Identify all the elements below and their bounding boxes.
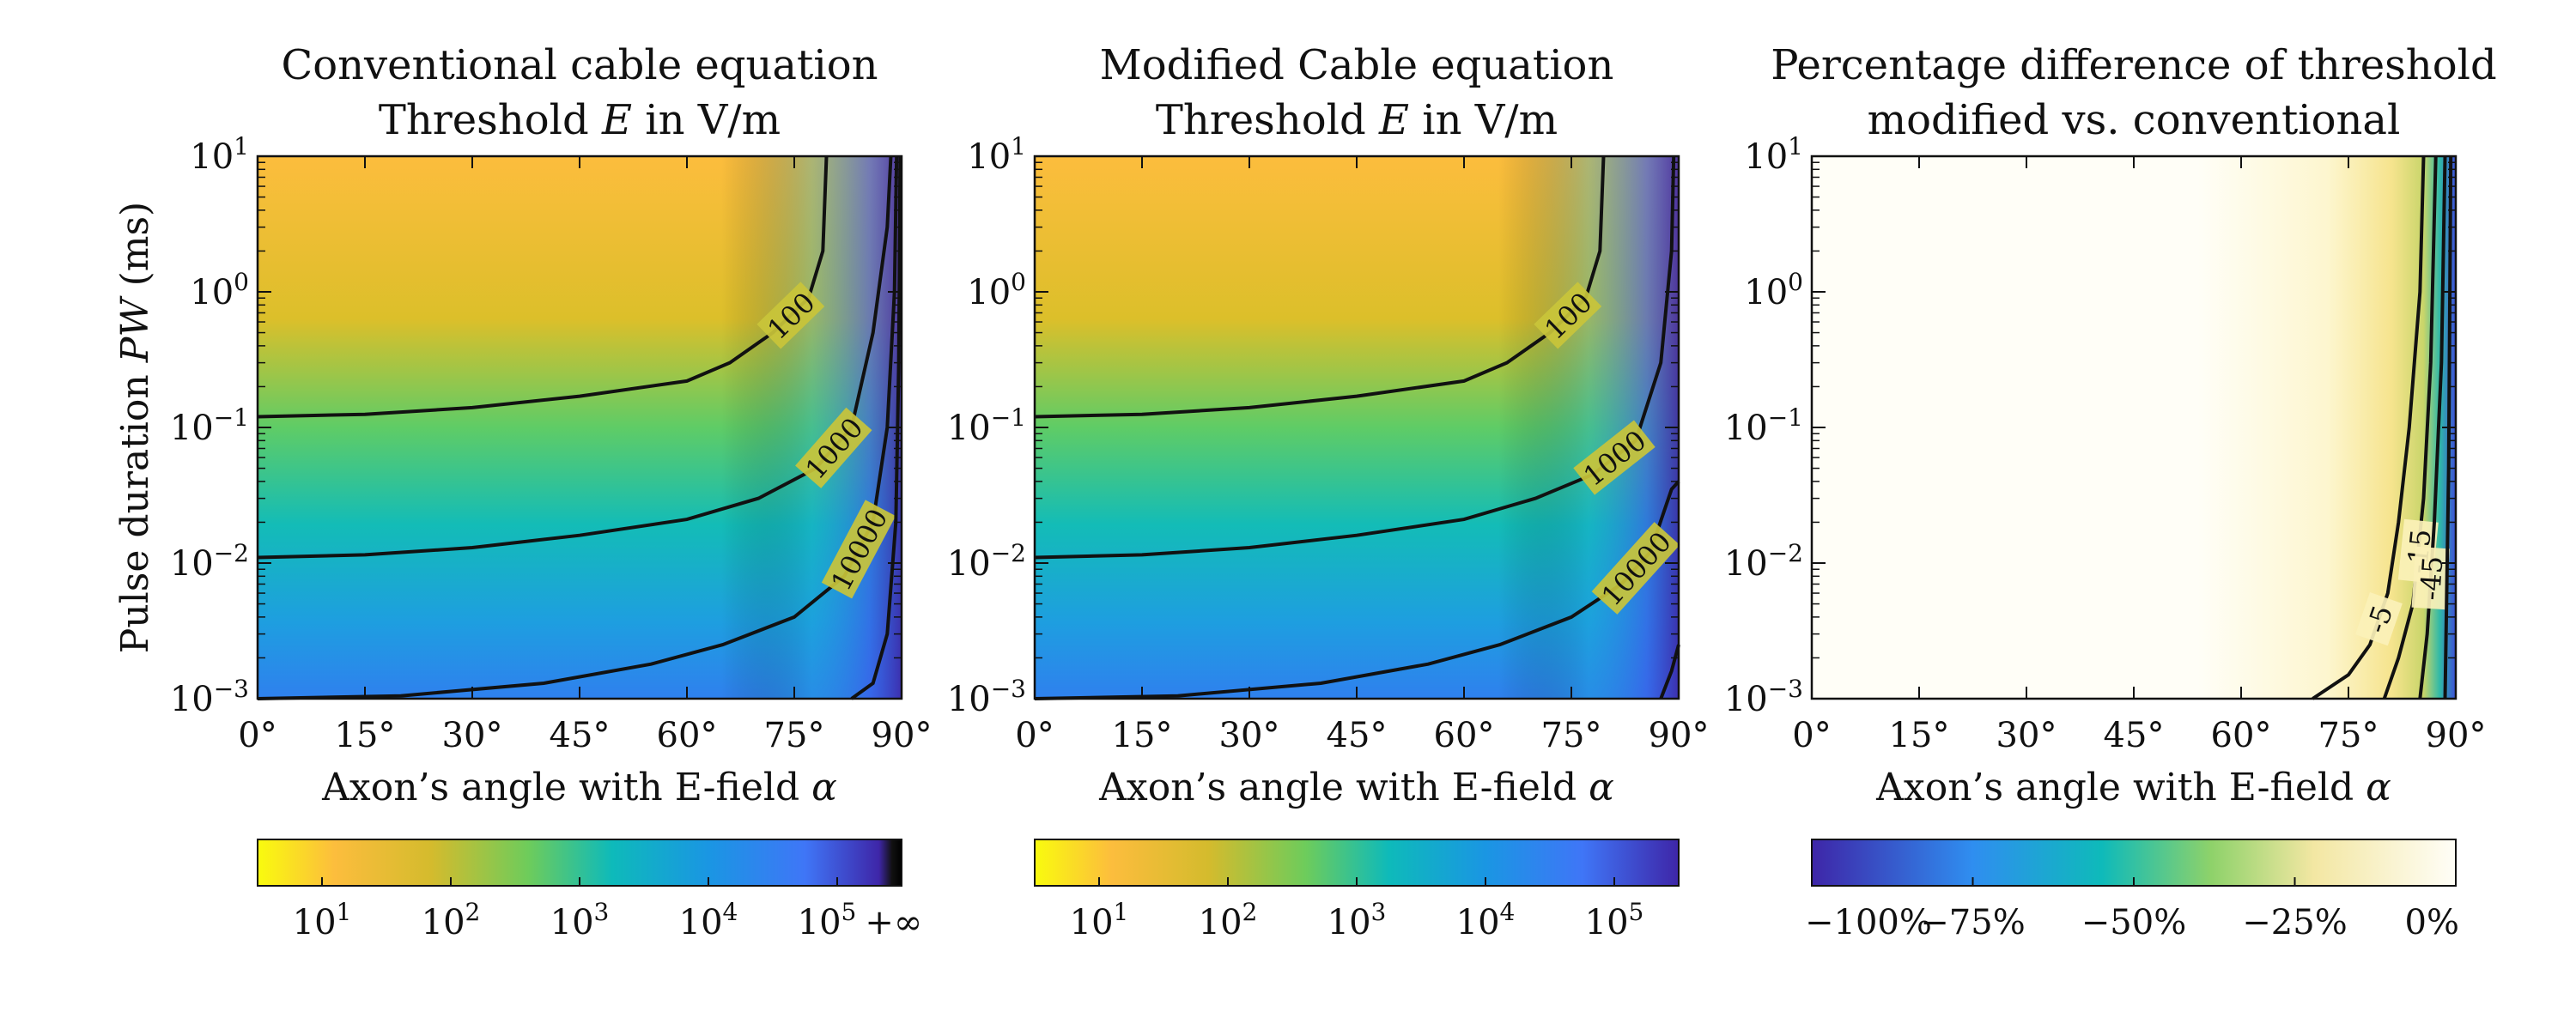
- chart-title-line-1: Conventional cable equation: [281, 41, 878, 89]
- y-tick-label: 10−1: [947, 403, 1026, 448]
- contour-line-edge: [1659, 644, 1680, 700]
- colorbar-tick-label: 101: [293, 898, 352, 942]
- contour-label-bg: [1573, 420, 1656, 495]
- colorbar-tick-label: 0%: [2405, 903, 2459, 942]
- y-tick-label: 10−1: [1724, 403, 1803, 448]
- y-tick-label: 10−3: [170, 675, 249, 719]
- colorbar-tick-label: 103: [550, 898, 610, 942]
- y-tick-label: 101: [190, 132, 249, 177]
- colorbar-tick-label: 103: [1327, 898, 1387, 942]
- y-tick-label: 10−3: [1724, 675, 1803, 719]
- x-tick-label: 30°: [442, 716, 503, 755]
- x-tick-label: 30°: [1996, 716, 2057, 755]
- y-tick-label: 10−2: [947, 539, 1026, 584]
- x-axis-label: Axon’s angle with E-field α: [1875, 766, 2391, 809]
- y-tick-label: 101: [967, 132, 1026, 177]
- contour-line-edge: [850, 155, 902, 700]
- y-axis-label: Pulse duration PW (ms): [113, 202, 157, 653]
- contour-label-bg: [821, 500, 896, 599]
- y-tick-label: 100: [1744, 268, 1803, 312]
- y-tick-label: 100: [967, 268, 1026, 312]
- x-tick-label: 90°: [872, 716, 933, 755]
- contour-line--5: [2312, 155, 2426, 700]
- contour-label: -45: [2414, 555, 2449, 602]
- colorbar-tick-label: −25%: [2242, 903, 2347, 942]
- x-tick-label: 60°: [1434, 716, 1495, 755]
- y-tick-label: 101: [1744, 132, 1803, 177]
- x-axis-label: Axon’s angle with E-field α: [321, 766, 837, 809]
- chart-title-line-1: Percentage difference of threshold: [1771, 41, 2496, 89]
- colorbar-tick-label: 102: [422, 898, 481, 942]
- contour-line-1000: [257, 155, 893, 560]
- x-tick-label: 15°: [1889, 716, 1950, 755]
- heatmap-field-overlay: [258, 156, 902, 699]
- colorbar-tick-label: 104: [1456, 898, 1516, 942]
- x-tick-label: 45°: [550, 716, 611, 755]
- x-tick-label: 60°: [2211, 716, 2272, 755]
- x-tick-label: 75°: [764, 716, 825, 755]
- x-tick-label: 75°: [2318, 716, 2379, 755]
- x-tick-label: 90°: [1649, 716, 1710, 755]
- colorbar-tick-label: 105: [798, 898, 857, 942]
- colorbar-tick-label: −100%: [1805, 903, 1932, 942]
- contour-line--45: [2418, 155, 2447, 700]
- chart-title-line-1: Modified Cable equation: [1100, 41, 1614, 89]
- contour-label-group: -45: [2411, 546, 2451, 610]
- colorbar-tick-label: +∞: [865, 903, 922, 942]
- chart-title-line-2: Threshold E in V/m: [379, 96, 781, 144]
- contour-label-bg: [1591, 522, 1680, 615]
- colorbar-tick-label: 105: [1585, 898, 1644, 942]
- colorbar-tick-label: 102: [1199, 898, 1258, 942]
- x-axis-label: Axon’s angle with E-field α: [1098, 766, 1614, 809]
- heatmap-field: [1812, 156, 2456, 699]
- x-tick-label: 15°: [1112, 716, 1173, 755]
- contour-line-1000: [1034, 155, 1676, 560]
- heatmap-field-overlay: [1035, 156, 1679, 699]
- x-tick-label: 15°: [335, 716, 396, 755]
- colorbar-tick-label: −50%: [2081, 903, 2186, 942]
- contour-line-100: [1034, 155, 1606, 419]
- chart-title-line-2: Threshold E in V/m: [1156, 96, 1558, 144]
- y-tick-label: 10−3: [947, 675, 1026, 719]
- x-tick-label: 45°: [2104, 716, 2165, 755]
- contour-label-bg: [795, 407, 872, 488]
- y-tick-label: 100: [190, 268, 249, 312]
- chart-title-line-2: modified vs. conventional: [1868, 96, 2401, 144]
- x-tick-label: 0°: [1792, 716, 1831, 755]
- x-tick-label: 0°: [1015, 716, 1054, 755]
- contour-label-bg: [2411, 546, 2451, 610]
- contour-label-bg: [2354, 591, 2403, 646]
- y-tick-label: 10−2: [170, 539, 249, 584]
- x-tick-label: 75°: [1541, 716, 1602, 755]
- contour-label-bg: [1534, 282, 1602, 349]
- y-tick-label: 10−1: [170, 403, 249, 448]
- y-tick-label: 10−2: [1724, 539, 1803, 584]
- colorbar-tick-label: 104: [679, 898, 738, 942]
- x-tick-label: 30°: [1219, 716, 1280, 755]
- contour-label-bg: [756, 282, 825, 349]
- x-tick-label: 60°: [657, 716, 718, 755]
- x-tick-label: 90°: [2426, 716, 2487, 755]
- x-tick-label: 45°: [1327, 716, 1388, 755]
- colorbar-tick-label: −75%: [1920, 903, 2025, 942]
- contour-line-100: [257, 155, 829, 419]
- x-tick-label: 0°: [238, 716, 276, 755]
- colorbar-tick-label: 101: [1070, 898, 1129, 942]
- contour-line-10000: [257, 155, 899, 700]
- panel-3: -5-15-450°15°30°45°60°75°90°10−310−210−1…: [1724, 41, 2497, 942]
